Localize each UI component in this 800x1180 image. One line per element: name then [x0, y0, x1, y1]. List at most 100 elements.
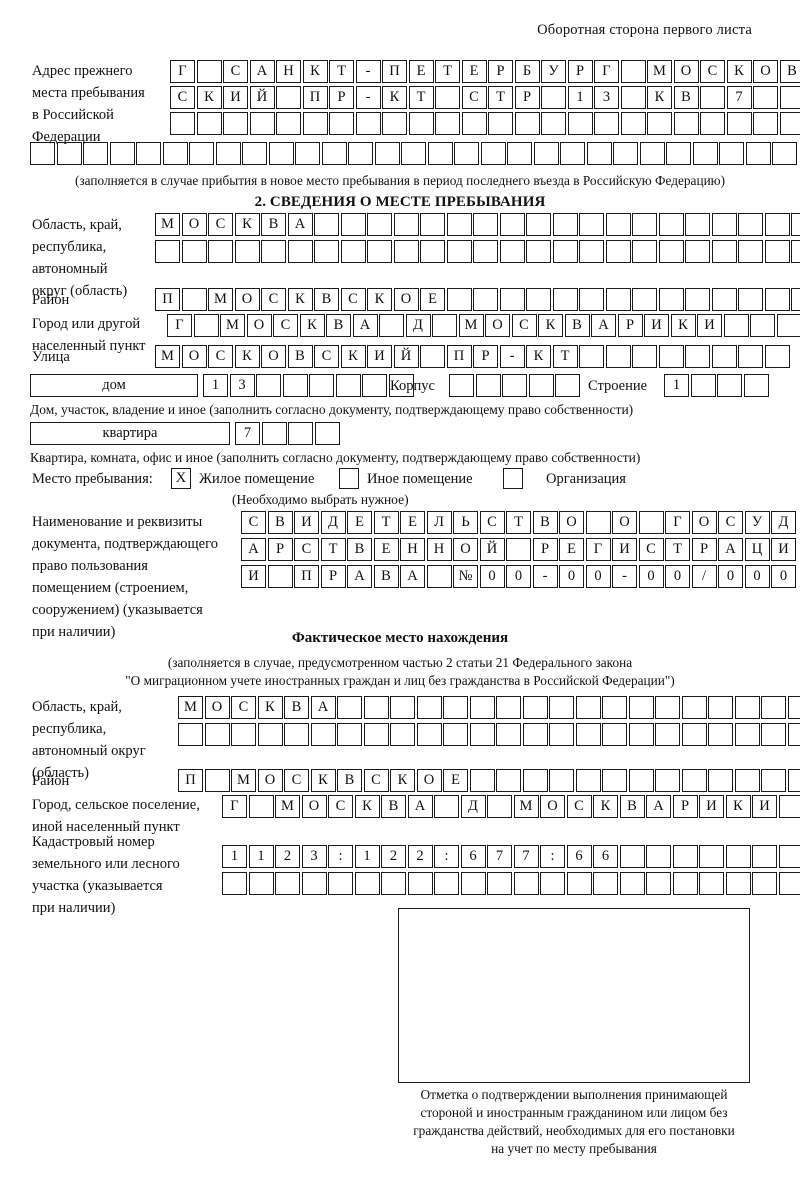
char-cell[interactable]: 1 — [248, 845, 274, 868]
char-cell[interactable] — [275, 872, 300, 895]
char-cell[interactable] — [673, 112, 699, 135]
char-cell[interactable]: 7 — [726, 86, 752, 109]
char-cell[interactable] — [734, 696, 760, 719]
char-cell[interactable] — [257, 723, 283, 746]
char-cell[interactable] — [734, 723, 760, 746]
char-cell[interactable] — [348, 142, 373, 165]
char-cell[interactable]: П — [302, 86, 328, 109]
char-cell[interactable]: 6 — [566, 845, 592, 868]
char-cell[interactable] — [579, 213, 604, 236]
char-cell[interactable] — [487, 872, 512, 895]
char-cell[interactable]: Р — [329, 86, 354, 109]
char-cell[interactable] — [234, 240, 260, 263]
char-cell[interactable] — [393, 213, 419, 236]
char-cell[interactable] — [496, 769, 521, 792]
char-cell[interactable] — [284, 723, 309, 746]
char-cell[interactable] — [628, 769, 654, 792]
char-cell[interactable] — [507, 142, 532, 165]
char-cell[interactable] — [282, 374, 308, 397]
char-cell[interactable] — [337, 723, 362, 746]
document-row-3[interactable]: И П Р А В А № 0 0-0 0-0 0/0 0 0 — [241, 565, 798, 588]
char-cell[interactable] — [658, 213, 684, 236]
char-cell[interactable] — [764, 288, 790, 311]
char-cell[interactable] — [655, 723, 680, 746]
char-cell[interactable] — [690, 374, 716, 397]
char-cell[interactable]: И — [612, 538, 637, 561]
char-cell[interactable] — [549, 723, 574, 746]
char-cell[interactable]: Е — [443, 769, 468, 792]
char-cell[interactable] — [602, 696, 627, 719]
char-cell[interactable]: 6 — [460, 845, 486, 868]
char-cell[interactable]: Н — [400, 538, 425, 561]
char-cell[interactable]: О — [453, 538, 478, 561]
char-cell[interactable] — [711, 345, 737, 368]
char-cell[interactable]: В — [337, 769, 362, 792]
char-cell[interactable] — [761, 769, 786, 792]
char-cell[interactable] — [178, 723, 203, 746]
char-cell[interactable]: П — [178, 769, 203, 792]
char-cell[interactable]: Т — [373, 511, 399, 534]
char-cell[interactable] — [726, 112, 752, 135]
char-cell[interactable]: У — [744, 511, 770, 534]
char-cell[interactable] — [434, 795, 459, 818]
flat-cells[interactable]: 7 — [235, 422, 341, 445]
char-cell[interactable]: К — [390, 769, 415, 792]
char-cell[interactable]: Т — [435, 60, 460, 83]
char-cell[interactable]: И — [752, 795, 777, 818]
char-cell[interactable]: 0 — [771, 565, 796, 588]
char-cell[interactable] — [567, 112, 593, 135]
char-cell[interactable] — [632, 288, 657, 311]
korpus-cells[interactable] — [449, 374, 582, 397]
stay-type-checkbox-org[interactable] — [503, 468, 523, 489]
char-cell[interactable]: 0 — [744, 565, 770, 588]
char-cell[interactable] — [309, 374, 334, 397]
char-cell[interactable] — [647, 112, 672, 135]
char-cell[interactable]: С — [328, 795, 353, 818]
char-cell[interactable] — [367, 240, 392, 263]
char-cell[interactable]: 2 — [407, 845, 433, 868]
char-cell[interactable]: С — [231, 696, 256, 719]
char-cell[interactable]: О — [234, 288, 260, 311]
char-cell[interactable] — [526, 288, 551, 311]
char-cell[interactable] — [469, 696, 495, 719]
char-cell[interactable]: О — [393, 288, 419, 311]
char-cell[interactable] — [426, 565, 452, 588]
char-cell[interactable]: Т — [329, 60, 354, 83]
char-cell[interactable] — [743, 374, 769, 397]
char-cell[interactable] — [496, 723, 521, 746]
char-cell[interactable] — [750, 314, 775, 337]
char-cell[interactable]: В — [261, 213, 286, 236]
char-cell[interactable]: О — [261, 345, 286, 368]
char-cell[interactable] — [778, 845, 800, 868]
char-cell[interactable]: О — [559, 511, 584, 534]
char-cell[interactable] — [672, 872, 698, 895]
char-cell[interactable] — [390, 696, 415, 719]
char-cell[interactable] — [708, 723, 733, 746]
char-cell[interactable] — [499, 288, 525, 311]
char-cell[interactable]: С — [273, 314, 298, 337]
char-cell[interactable] — [276, 112, 301, 135]
char-cell[interactable]: В — [314, 288, 339, 311]
char-cell[interactable]: Д — [771, 511, 796, 534]
char-cell[interactable] — [208, 240, 233, 263]
char-cell[interactable] — [672, 845, 698, 868]
char-cell[interactable] — [363, 696, 389, 719]
char-cell[interactable]: М — [275, 795, 300, 818]
char-cell[interactable]: С — [363, 769, 389, 792]
char-cell[interactable]: О — [540, 795, 565, 818]
char-cell[interactable] — [393, 240, 419, 263]
char-cell[interactable] — [560, 142, 585, 165]
char-cell[interactable]: 0 — [585, 565, 611, 588]
char-cell[interactable]: Б — [514, 60, 540, 83]
char-cell[interactable] — [579, 240, 604, 263]
char-cell[interactable]: 0 — [665, 565, 690, 588]
char-cell[interactable] — [181, 240, 207, 263]
char-cell[interactable]: О — [246, 314, 272, 337]
char-cell[interactable] — [204, 769, 230, 792]
char-cell[interactable]: 1 — [567, 86, 593, 109]
char-cell[interactable] — [401, 142, 426, 165]
